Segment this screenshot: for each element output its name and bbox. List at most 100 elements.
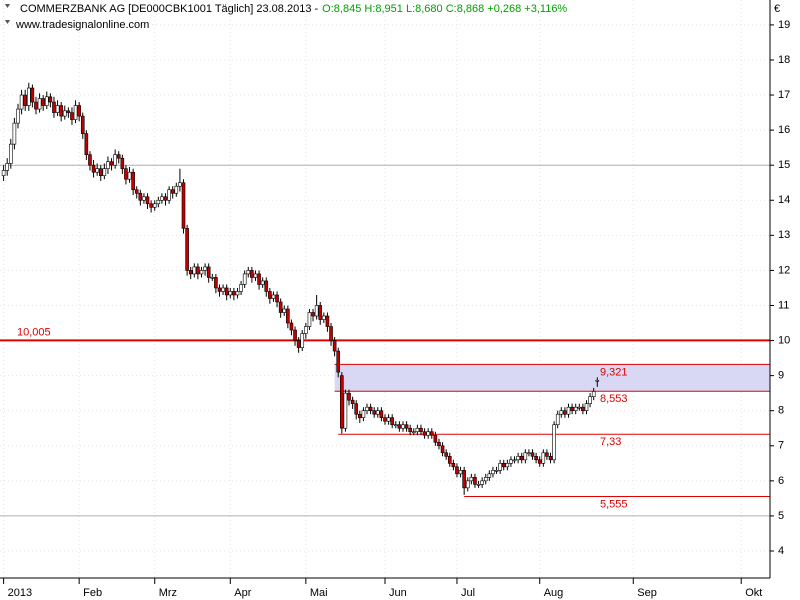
- candle-body: [365, 406, 369, 412]
- candle-body: [429, 431, 434, 436]
- candle-body: [318, 305, 323, 320]
- candle-body: [440, 445, 445, 454]
- candle-body: [332, 340, 337, 352]
- candle-body: [268, 291, 272, 299]
- candle-body: [390, 417, 394, 426]
- candle-body: [444, 452, 448, 457]
- candle-body: [120, 157, 125, 170]
- currency: €: [774, 3, 780, 15]
- x-tick-label: Feb: [83, 587, 102, 599]
- candle-body: [498, 463, 502, 471]
- candle-body: [350, 399, 355, 404]
- candle-body: [95, 168, 99, 173]
- candle-body: [336, 350, 341, 373]
- candle-body: [124, 168, 128, 180]
- candle-body: [404, 424, 409, 429]
- candle-body: [516, 455, 520, 461]
- candle-body: [257, 273, 261, 285]
- x-tick-label: Sep: [637, 587, 657, 599]
- candle-body: [242, 273, 247, 285]
- title-icon: [5, 4, 10, 24]
- candle-body: [570, 406, 574, 412]
- y-tick-label: 16: [778, 124, 790, 136]
- candle-body: [62, 110, 67, 117]
- candle-body: [426, 431, 430, 436]
- candle-body: [149, 203, 153, 208]
- candle-body: [476, 484, 481, 486]
- chart-title: COMMERZBANK AG [DE000CBK1001 Täglich] 23…: [20, 3, 318, 15]
- candle-body: [224, 287, 229, 296]
- y-tick-label: 13: [778, 229, 790, 241]
- candle-body: [275, 294, 279, 303]
- candle-body: [8, 143, 13, 164]
- candle-body: [386, 417, 391, 422]
- candle-body: [228, 291, 233, 296]
- candle-body: [145, 196, 150, 205]
- candle-body: [91, 164, 96, 173]
- candle-body: [555, 413, 560, 426]
- x-tick-label: Jun: [389, 587, 407, 599]
- candle-body: [577, 406, 582, 409]
- candle-body: [595, 379, 600, 382]
- x-tick-label: Okt: [745, 587, 762, 599]
- candle-body: [131, 171, 135, 191]
- candle-body: [408, 427, 412, 433]
- candle-body: [588, 396, 592, 404]
- candle-body: [109, 161, 114, 166]
- candle-body: [559, 410, 564, 415]
- candle-body: [289, 322, 294, 331]
- candle-body: [527, 452, 531, 455]
- level-label: 7,33: [600, 436, 621, 448]
- candle-body: [23, 94, 27, 106]
- candle-body: [12, 122, 17, 145]
- candle-body: [77, 105, 81, 117]
- candle-body: [566, 406, 571, 415]
- candle-body: [401, 424, 405, 429]
- candle-body: [358, 413, 362, 419]
- candle-body: [512, 459, 517, 462]
- candle-body: [296, 340, 301, 348]
- candle-body: [138, 192, 143, 201]
- candle-body: [48, 96, 53, 103]
- candle-body: [235, 291, 240, 296]
- candle-body: [458, 470, 463, 475]
- candle-body: [106, 161, 110, 170]
- candle-body: [329, 326, 333, 341]
- candle-body: [192, 266, 197, 275]
- candle-body: [30, 87, 35, 103]
- candle-body: [44, 96, 49, 106]
- candle-body: [433, 434, 438, 443]
- candle-body: [314, 305, 319, 317]
- candle-body: [70, 112, 74, 120]
- candle-body: [293, 329, 297, 341]
- candle-body: [66, 110, 71, 113]
- x-tick-label: Mrz: [159, 587, 177, 599]
- candle-body: [246, 270, 251, 275]
- candle-body: [552, 424, 556, 461]
- candle-body: [217, 287, 222, 292]
- candle-body: [343, 392, 348, 429]
- candle-body: [483, 477, 488, 482]
- candle-body: [393, 424, 398, 427]
- level-label: 9,321: [600, 366, 628, 378]
- subtitle: www.tradesignalonline.com: [15, 19, 149, 31]
- candle-body: [282, 308, 287, 313]
- candle-body: [214, 277, 218, 289]
- candle-body: [156, 199, 161, 205]
- y-tick-label: 5: [778, 510, 784, 522]
- y-tick-label: 18: [778, 54, 790, 66]
- candle-body: [278, 301, 283, 313]
- candle-body: [286, 308, 290, 324]
- candle-body: [422, 431, 427, 436]
- y-tick-label: 19: [778, 19, 790, 31]
- x-tick-label: Mai: [310, 587, 328, 599]
- candle-body: [239, 284, 243, 292]
- candle-body: [59, 105, 63, 117]
- x-tick-label: Apr: [234, 587, 251, 599]
- candle-body: [548, 455, 553, 461]
- level-label: 5,555: [600, 498, 628, 510]
- y-tick-label: 9: [778, 370, 784, 382]
- candle-body: [311, 312, 315, 317]
